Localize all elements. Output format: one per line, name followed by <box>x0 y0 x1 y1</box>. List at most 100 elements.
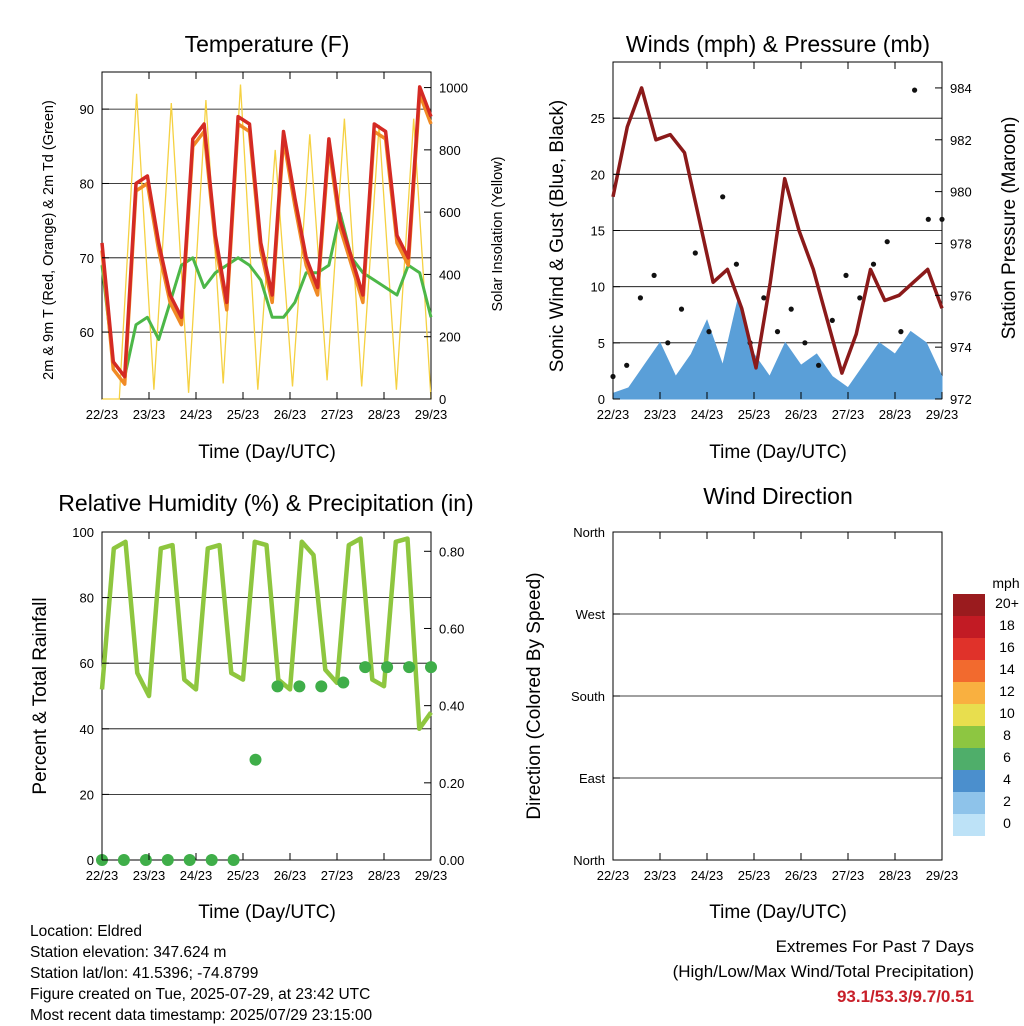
x-tick-label: 29/23 <box>926 407 959 422</box>
legend-swatch <box>953 704 985 726</box>
x-tick-label: 23/23 <box>644 407 677 422</box>
y-tick-label: 0 <box>598 392 605 407</box>
precipitation-point <box>139 854 152 866</box>
precipitation-point <box>227 854 240 866</box>
wind-direction-panel: Wind Direction 22/23 23/23 24/23 25/23 26/23… <box>524 483 1020 923</box>
x-tick-label: 25/23 <box>738 868 771 883</box>
relative-humidity-line <box>99 536 433 732</box>
y-tick-label: 60 <box>80 325 94 340</box>
speed-legend-title: mph <box>992 575 1019 591</box>
humidity-series <box>96 536 437 866</box>
gust-point <box>912 87 918 93</box>
legend-swatch <box>953 616 985 638</box>
y2-tick-label: 600 <box>439 205 461 220</box>
x-tick-label: 25/23 <box>227 868 260 883</box>
x-tick-label: 27/23 <box>832 407 865 422</box>
y2-tick-label: 800 <box>439 143 461 158</box>
legend-label: 2 <box>1003 793 1011 809</box>
legend-swatch <box>953 682 985 704</box>
gust-point <box>816 362 822 368</box>
gust-point <box>925 216 931 222</box>
gust-point <box>692 250 698 256</box>
gust-point <box>884 239 890 245</box>
y2-tick-label: 974 <box>950 340 972 355</box>
humidity-plot-frame <box>101 531 432 861</box>
y-tick-label: 20 <box>591 167 605 182</box>
gust-point <box>624 362 630 368</box>
legend-swatch <box>953 594 985 616</box>
x-tick-label: 27/23 <box>321 407 354 422</box>
direction-ticks: 22/23 23/23 24/23 25/23 26/23 27/23 28/23 29/23… <box>571 525 958 883</box>
y2-tick-label: 0 <box>439 392 446 407</box>
y2-tick-label: 400 <box>439 267 461 282</box>
legend-swatch <box>953 792 985 814</box>
gust-point <box>829 317 835 323</box>
legend-swatch <box>953 726 985 748</box>
temperature-2m-line <box>100 85 433 379</box>
figure-created: Figure created on Tue, 2025-07-29, at 23… <box>30 986 371 1003</box>
precipitation-point <box>205 854 218 866</box>
humidity-precip-panel: Relative Humidity (%) & Precipitation (i… <box>30 490 474 923</box>
x-tick-label: 28/23 <box>879 407 912 422</box>
y2-tick-label: 984 <box>950 81 972 96</box>
x-tick-label: 28/23 <box>879 868 912 883</box>
x-tick-label: 25/23 <box>738 407 771 422</box>
precipitation-point <box>381 661 394 674</box>
y-tick-label: 20 <box>80 787 94 802</box>
y-tick-label: East <box>579 771 605 786</box>
solar-y2-axis-label: Solar Insolation (Yellow) <box>490 156 506 311</box>
y-tick-label: North <box>573 853 605 868</box>
legend-label: 16 <box>999 639 1015 655</box>
direction-y-axis-label: Direction (Colored By Speed) <box>524 572 545 819</box>
y-tick-label: 80 <box>80 591 94 606</box>
y2-tick-label: 978 <box>950 236 972 251</box>
gust-point <box>761 295 767 301</box>
precipitation-point <box>337 676 350 689</box>
gust-point <box>898 329 904 335</box>
y-tick-label: 25 <box>591 111 605 126</box>
y-tick-label: 40 <box>80 722 94 737</box>
y-tick-label: South <box>571 689 605 704</box>
direction-title: Wind Direction <box>703 483 853 509</box>
station-elevation: Station elevation: 347.624 m <box>30 944 227 961</box>
y-tick-label: 60 <box>80 656 94 671</box>
y-tick-label: 15 <box>591 224 605 239</box>
humidity-title: Relative Humidity (%) & Precipitation (i… <box>58 490 473 516</box>
x-tick-label: 22/23 <box>597 868 630 883</box>
x-tick-label: 22/23 <box>86 407 119 422</box>
data-timestamp: Most recent data timestamp: 2025/07/29 2… <box>30 1007 373 1024</box>
dewpoint-2m-line <box>100 211 433 379</box>
gust-point <box>720 194 726 200</box>
x-tick-label: 24/23 <box>180 868 213 883</box>
y2-tick-label: 200 <box>439 330 461 345</box>
x-tick-label: 24/23 <box>691 868 724 883</box>
precipitation-point <box>315 680 328 693</box>
direction-x-axis-label: Time (Day/UTC) <box>709 902 847 923</box>
solar-insolation-line <box>102 84 432 400</box>
y2-tick-label: 0.00 <box>439 853 464 868</box>
x-tick-label: 24/23 <box>180 407 213 422</box>
humidity-y-axis-label: Percent & Total Rainfall <box>30 597 51 794</box>
wind-y-axis-label: Sonic Wind & Gust (Blue, Black) <box>547 100 568 372</box>
y-tick-label: 80 <box>80 176 94 191</box>
extremes-subtitle: (High/Low/Max Wind/Total Precipitation) <box>672 962 974 981</box>
speed-color-legend: 20+ 18 16 14 12 10 8 6 4 2 0 <box>953 594 1019 836</box>
y-tick-label: 100 <box>72 525 94 540</box>
x-tick-label: 29/23 <box>415 407 448 422</box>
x-tick-label: 29/23 <box>415 868 448 883</box>
legend-swatch <box>953 748 985 770</box>
sonic-wind-area <box>612 297 943 400</box>
legend-label: 4 <box>1003 771 1011 787</box>
humidity-grid <box>102 531 431 861</box>
x-tick-label: 28/23 <box>368 407 401 422</box>
x-tick-label: 26/23 <box>274 407 307 422</box>
legend-swatch <box>953 814 985 836</box>
legend-label: 0 <box>1003 815 1011 831</box>
x-tick-label: 23/23 <box>133 407 166 422</box>
precipitation-point <box>403 661 416 674</box>
x-tick-label: 23/23 <box>644 868 677 883</box>
x-tick-label: 29/23 <box>926 868 959 883</box>
x-tick-label: 27/23 <box>832 868 865 883</box>
gust-point <box>706 329 712 335</box>
